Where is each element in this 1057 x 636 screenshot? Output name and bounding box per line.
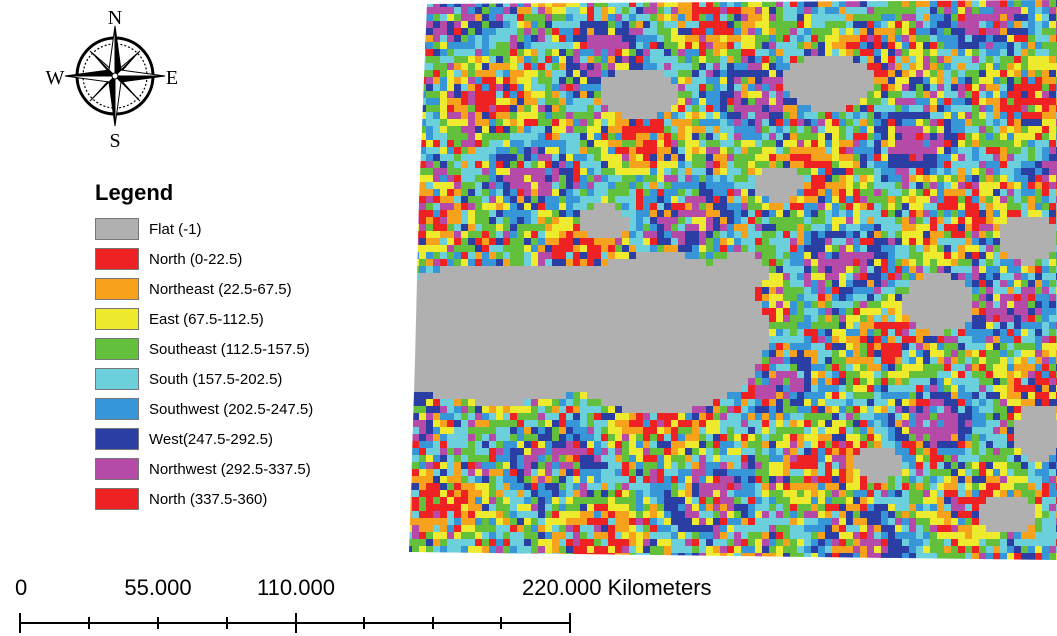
legend-item: Southeast (112.5-157.5) [95,334,395,364]
legend-swatch [95,278,139,300]
legend-swatch [95,458,139,480]
legend-label: Northwest (292.5-337.5) [149,460,311,478]
legend-swatch [95,248,139,270]
legend-item: North (337.5-360) [95,484,395,514]
legend-label: Southeast (112.5-157.5) [149,340,310,358]
scale-bar: 0 55.000 110.000 220.000 Kilometers [0,575,712,635]
legend-swatch [95,488,139,510]
north-arrow-compass: N S E W [40,4,190,154]
legend-swatch [95,368,139,390]
legend-label: West(247.5-292.5) [149,430,273,448]
compass-s-label: S [109,130,120,152]
legend-item: North (0-22.5) [95,244,395,274]
aspect-raster [409,0,1057,560]
legend-label: North (0-22.5) [149,250,243,268]
legend-swatch [95,338,139,360]
legend-label: East (67.5-112.5) [149,310,264,328]
aspect-map [405,0,1057,560]
legend-label: South (157.5-202.5) [149,370,283,388]
legend-items: Flat (-1) North (0-22.5) Northeast (22.5-6… [95,214,395,514]
legend-swatch [95,308,139,330]
legend-swatch [95,218,139,240]
legend-label: Southwest (202.5-247.5) [149,400,314,418]
legend-item: West(247.5-292.5) [95,424,395,454]
compass-n-label: N [108,7,122,29]
scale-label-220: 220.000 Kilometers [522,575,712,600]
map-legend: Legend Flat (-1) North (0-22.5) Northeast … [95,180,395,514]
legend-item: Flat (-1) [95,214,395,244]
legend-item: East (67.5-112.5) [95,304,395,334]
compass-rose-icon: N S E W [46,7,179,152]
scale-label-110: 110.000 [257,575,335,600]
legend-swatch [95,428,139,450]
scale-label-55: 55.000 [124,575,192,600]
scale-bar-ruler [19,613,571,633]
legend-swatch [95,398,139,420]
legend-label: Flat (-1) [149,220,202,238]
compass-e-label: E [166,67,178,89]
legend-item: South (157.5-202.5) [95,364,395,394]
scale-label-0: 0 [15,575,28,600]
compass-w-label: W [46,67,65,89]
legend-item: Southwest (202.5-247.5) [95,394,395,424]
legend-item: Northwest (292.5-337.5) [95,454,395,484]
legend-title: Legend [95,180,174,205]
legend-label: North (337.5-360) [149,490,268,508]
legend-item: Northeast (22.5-67.5) [95,274,395,304]
legend-label: Northeast (22.5-67.5) [149,280,292,298]
